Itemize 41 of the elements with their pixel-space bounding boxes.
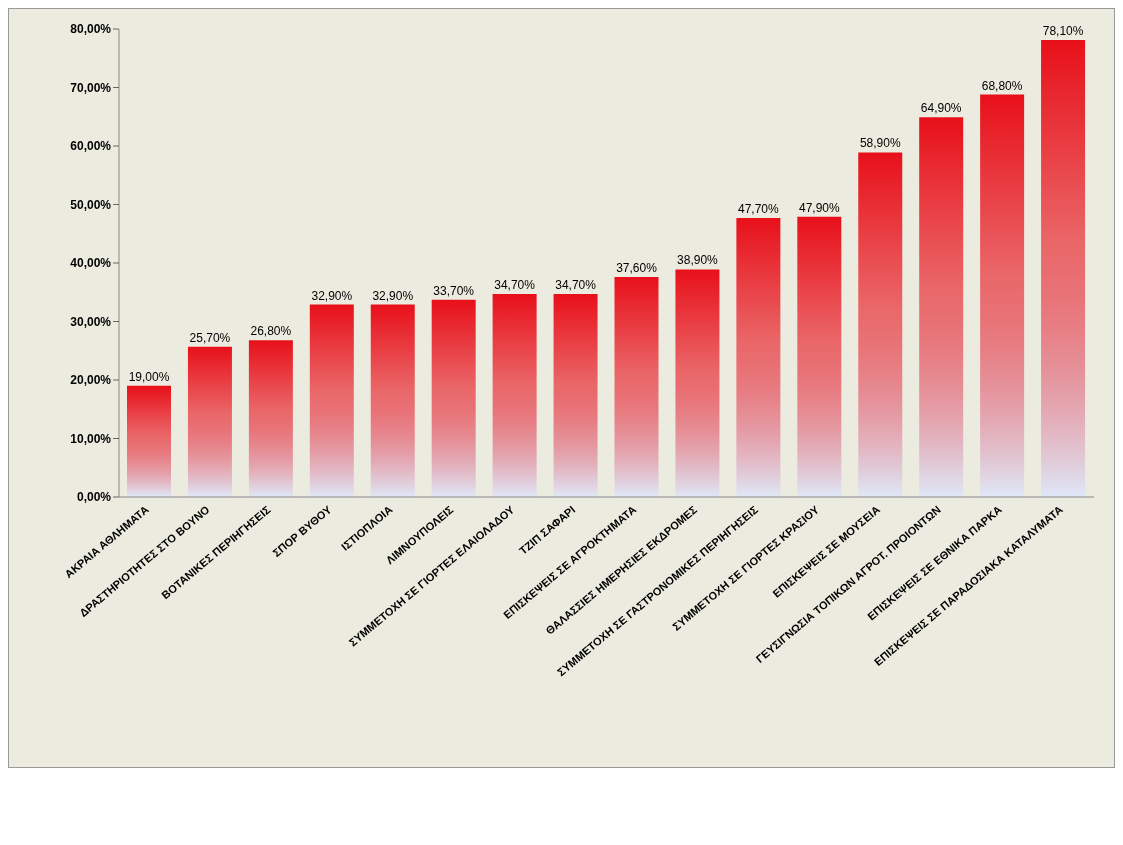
bar [309,304,354,497]
y-tick-label: 80,00% [70,22,112,37]
bar [797,216,842,497]
data-label: 26,80% [250,324,292,339]
y-tick-label: 0,00% [76,490,112,505]
bar [187,346,232,497]
bar [492,294,537,497]
data-label: 34,70% [555,278,597,293]
y-tick-label: 70,00% [70,80,112,95]
bar [431,299,476,497]
y-tick-label: 20,00% [70,373,112,388]
y-tick-label: 10,00% [70,431,112,446]
y-tick-label: 50,00% [70,197,112,212]
y-tick-label: 30,00% [70,314,112,329]
data-label: 34,70% [494,278,536,293]
data-label: 25,70% [189,330,231,345]
bar [614,277,659,497]
bar [248,340,293,497]
data-label: 38,90% [677,253,719,268]
data-label: 47,90% [798,200,840,215]
data-label: 58,90% [859,136,901,151]
bar [553,294,598,497]
bar [370,304,415,497]
bar [127,385,171,497]
bar [736,217,781,497]
data-label: 68,80% [981,78,1023,93]
bar [858,152,903,497]
data-label: 47,70% [738,201,780,216]
bar [919,117,964,497]
bar [675,269,720,497]
data-label: 19,00% [128,369,170,384]
bar [980,94,1025,497]
data-label: 37,60% [616,261,658,276]
data-label: 64,90% [920,101,962,116]
data-label: 32,90% [311,288,353,303]
data-label: 32,90% [372,288,414,303]
data-label: 33,70% [433,283,475,298]
data-label: 78,10% [1042,24,1084,39]
bar [1041,40,1086,497]
y-tick-label: 40,00% [70,256,112,271]
y-tick-label: 60,00% [70,139,112,154]
